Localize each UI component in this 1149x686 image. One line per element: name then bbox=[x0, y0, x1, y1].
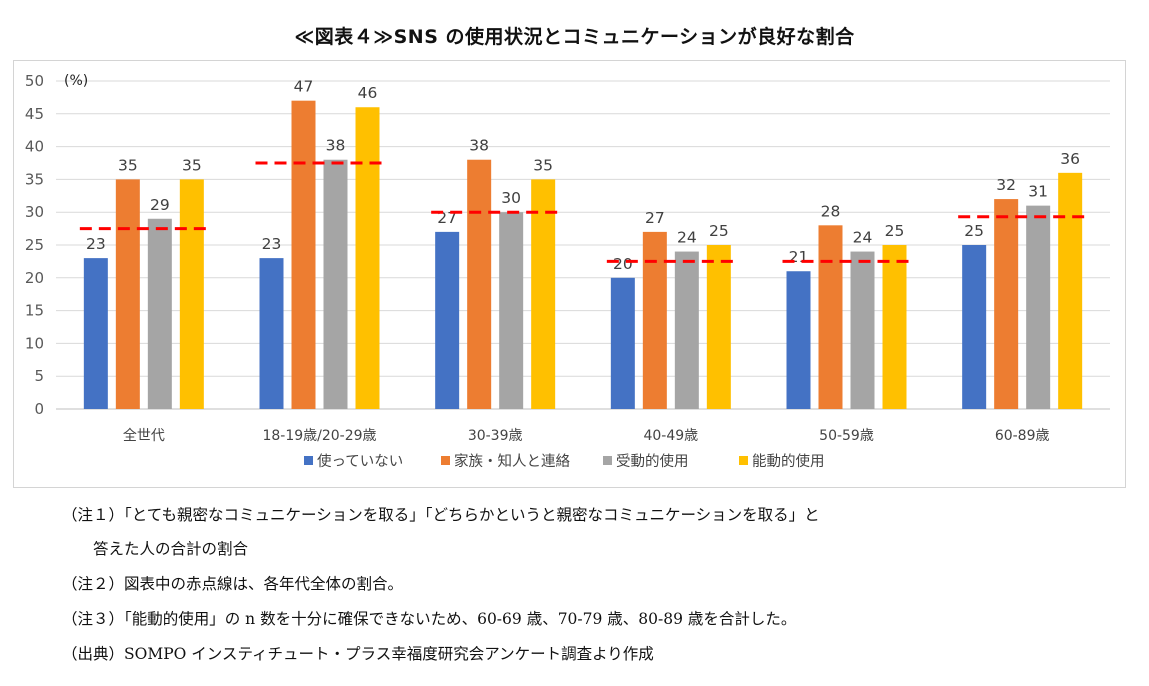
y-tick-label: 25 bbox=[25, 236, 44, 254]
y-tick-label: 5 bbox=[34, 367, 44, 385]
note-3: （注３）「能動的使用」の n 数を十分に確保できないため、60-69 歳、70-… bbox=[62, 610, 797, 628]
legend-label: 受動的使用 bbox=[616, 453, 689, 470]
data-label: 28 bbox=[821, 202, 841, 220]
bar bbox=[674, 251, 699, 409]
data-label: 24 bbox=[677, 229, 697, 247]
legend-label: 使っていない bbox=[317, 453, 403, 470]
data-label: 27 bbox=[645, 209, 665, 227]
bar bbox=[610, 277, 635, 409]
data-label: 23 bbox=[262, 235, 282, 253]
data-label: 24 bbox=[853, 229, 873, 247]
y-tick-label: 30 bbox=[25, 203, 44, 221]
bar bbox=[1058, 172, 1083, 409]
data-label: 31 bbox=[1028, 183, 1048, 201]
data-label: 23 bbox=[86, 235, 106, 253]
chart-area: 0 5 10 15 20 25 30 35 40 45 50 (%) 23 35 29 35 全世代 23 47 38… bbox=[13, 60, 1126, 488]
bar bbox=[323, 159, 348, 409]
data-label: 30 bbox=[501, 189, 521, 207]
y-tick-label: 35 bbox=[25, 170, 44, 188]
data-label: 46 bbox=[358, 84, 378, 102]
bar bbox=[291, 100, 316, 410]
y-tick-label: 50 bbox=[25, 72, 44, 90]
bar bbox=[147, 218, 172, 409]
note-1-continued: 答えた人の合計の割合 bbox=[62, 540, 249, 558]
legend-swatch bbox=[441, 456, 450, 465]
bar bbox=[179, 179, 204, 409]
bar bbox=[499, 212, 524, 409]
data-label: 25 bbox=[709, 222, 729, 240]
bar bbox=[850, 251, 875, 409]
legend-label: 能動的使用 bbox=[752, 453, 825, 470]
chart-title: ≪図表４≫SNS の使用状況とコミュニケーションが良好な割合 bbox=[294, 26, 855, 48]
data-label: 35 bbox=[533, 156, 553, 174]
legend-swatch bbox=[603, 456, 612, 465]
category-label: 60-89歳 bbox=[995, 428, 1050, 444]
bar bbox=[786, 271, 811, 409]
data-label: 38 bbox=[469, 137, 489, 155]
data-label: 25 bbox=[885, 222, 905, 240]
data-label: 38 bbox=[326, 137, 346, 155]
y-tick-label: 40 bbox=[25, 138, 44, 156]
unit-label: (%) bbox=[64, 73, 88, 89]
data-label: 20 bbox=[613, 255, 633, 273]
data-label: 47 bbox=[294, 78, 314, 96]
data-label: 35 bbox=[118, 156, 138, 174]
category-label: 50-59歳 bbox=[819, 428, 874, 444]
bar bbox=[706, 245, 731, 409]
data-label: 36 bbox=[1060, 150, 1080, 168]
category-label: 40-49歳 bbox=[643, 428, 698, 444]
bar bbox=[355, 107, 380, 410]
bar bbox=[642, 231, 667, 409]
source-note: （出典）SOMPO インスティチュート・プラス幸福度研究会アンケート調査より作成 bbox=[62, 645, 654, 663]
y-tick-label: 0 bbox=[34, 400, 44, 418]
y-tick-label: 45 bbox=[25, 105, 44, 123]
bar bbox=[962, 245, 987, 409]
data-label: 29 bbox=[150, 196, 170, 214]
data-label: 35 bbox=[182, 156, 202, 174]
y-tick-label: 10 bbox=[25, 334, 44, 352]
legend-swatch bbox=[739, 456, 748, 465]
data-label: 32 bbox=[996, 176, 1016, 194]
data-label: 21 bbox=[789, 248, 809, 266]
bar bbox=[259, 258, 284, 409]
bar bbox=[818, 225, 843, 409]
bar-chart: 0 5 10 15 20 25 30 35 40 45 50 (%) 23 35 29 35 全世代 23 47 38… bbox=[25, 72, 1110, 470]
category-label: 18-19歳/20-29歳 bbox=[262, 428, 376, 444]
data-label: 25 bbox=[964, 222, 984, 240]
category-label: 30-39歳 bbox=[468, 428, 523, 444]
bar bbox=[531, 179, 556, 409]
legend-swatch bbox=[304, 456, 313, 465]
bar bbox=[882, 245, 907, 409]
note-2: （注２）図表中の赤点線は、各年代全体の割合。 bbox=[62, 575, 404, 593]
bar bbox=[83, 258, 108, 409]
bar bbox=[994, 199, 1019, 409]
category-label: 全世代 bbox=[123, 427, 165, 444]
y-tick-label: 15 bbox=[25, 302, 44, 320]
bar bbox=[467, 159, 492, 409]
note-1: （注１）「とても親密なコミュニケーションを取る」「どちらかというと親密なコミュニ… bbox=[62, 506, 820, 524]
y-tick-label: 20 bbox=[25, 269, 44, 287]
bar bbox=[1026, 205, 1051, 409]
legend-label: 家族・知人と連絡 bbox=[454, 453, 570, 470]
bar bbox=[435, 231, 460, 409]
bar bbox=[115, 179, 140, 409]
